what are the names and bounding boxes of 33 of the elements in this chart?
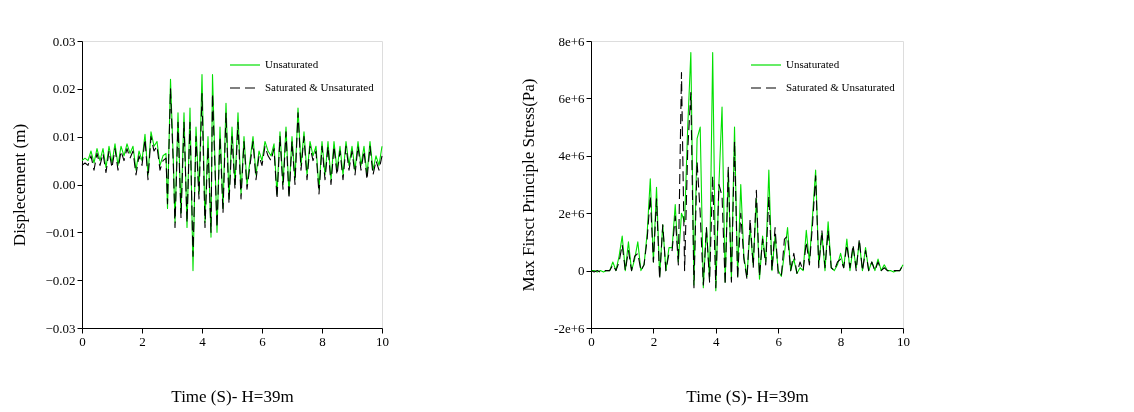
x-tick-label: 0	[588, 333, 595, 349]
x-tick-label: 6	[259, 333, 267, 349]
x-tick-label: 6	[775, 333, 783, 349]
y-tick-label: −0.02	[45, 272, 76, 288]
y-tick-label: 4e+6	[558, 148, 585, 164]
x-tick-label: 10	[897, 333, 910, 349]
x-tick-label: 4	[713, 333, 721, 349]
legend-label: Saturated & Unsaturated	[786, 81, 896, 93]
y-tick-label: 0.00	[52, 177, 76, 192]
x-tick-label: 2	[139, 333, 146, 349]
x-tick-label: 8	[319, 333, 326, 349]
x-tick-label: 8	[837, 333, 845, 349]
y-tick-label: 0.01	[52, 129, 76, 145]
x-tick-label: 0	[79, 333, 86, 349]
x-axis-title: Time (S)- H=39m	[171, 386, 294, 406]
y-tick-label: 0.03	[52, 33, 76, 49]
legend-label: Unsaturated	[265, 58, 319, 70]
y-tick-label: -2e+6	[554, 320, 585, 336]
y-axis-title: Max Firsct Principle Stress(Pa)	[519, 78, 539, 292]
x-tick-label: 4	[199, 333, 207, 349]
y-tick-label: 8e+6	[558, 33, 585, 49]
x-tick-label: 10	[376, 333, 389, 349]
y-tick-label: −0.03	[45, 320, 76, 336]
x-tick-label: 2	[650, 333, 658, 349]
y-tick-label: 0	[578, 263, 585, 279]
y-tick-label: 6e+6	[558, 90, 585, 106]
y-tick-label: 0.02	[52, 81, 76, 97]
legend-label: Unsaturated	[786, 58, 840, 70]
y-tick-label: 2e+6	[558, 205, 585, 221]
x-axis-title: Time (S)- H=39m	[686, 386, 809, 406]
y-axis-title: Displecement (m)	[10, 123, 30, 247]
legend-label: Saturated & Unsaturated	[265, 81, 375, 93]
y-tick-label: −0.01	[45, 224, 76, 240]
